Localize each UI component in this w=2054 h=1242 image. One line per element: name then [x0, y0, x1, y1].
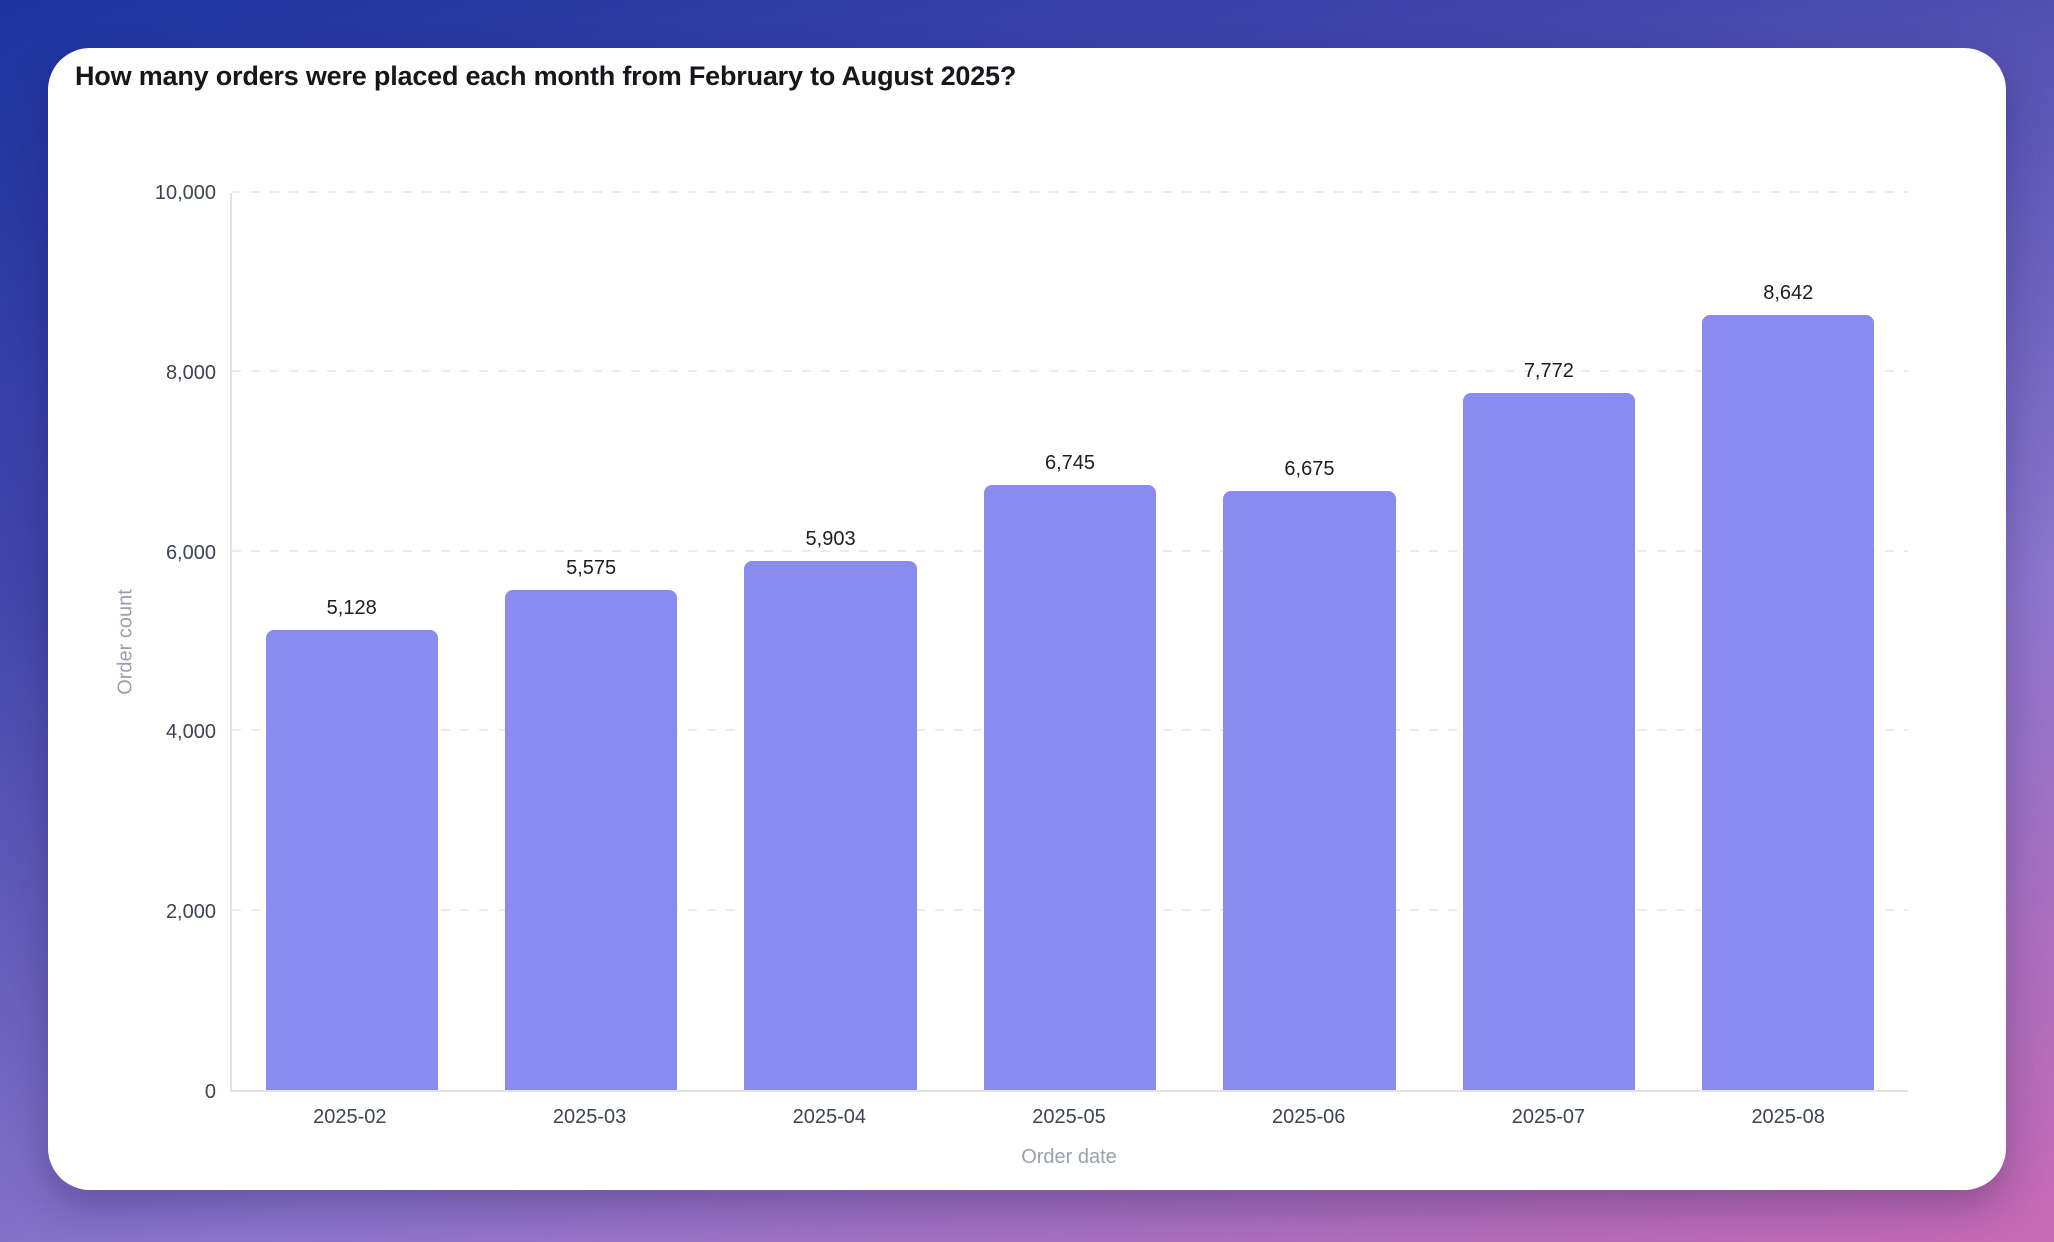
bar-2025-03[interactable]	[504, 589, 678, 1090]
bar-value-label-2025-08: 8,642	[1763, 281, 1814, 304]
gridline-8000	[232, 370, 1908, 373]
bar-value-label-2025-04: 5,903	[805, 527, 856, 550]
y-tick-label-0: 0	[204, 1081, 216, 1103]
bar-2025-04[interactable]	[744, 560, 917, 1090]
bar-value-label-2025-06: 6,675	[1284, 458, 1335, 481]
y-axis-title: Order count	[114, 589, 137, 695]
x-tick-label-2025-03: 2025-03	[552, 1106, 627, 1128]
x-tick-label-2025-04: 2025-04	[792, 1106, 866, 1128]
gridline-10000	[232, 191, 1908, 193]
bar-2025-08[interactable]	[1702, 314, 1875, 1090]
chart-card: How many orders were placed each month f…	[48, 48, 2006, 1190]
x-tick-label-2025-02: 2025-02	[313, 1106, 387, 1128]
y-tick-label-2000: 2,000	[165, 901, 216, 924]
y-tick-label-8000: 8,000	[165, 361, 216, 384]
bar-2025-02[interactable]	[265, 630, 438, 1090]
bar-value-label-2025-03: 5,575	[566, 556, 617, 579]
plot-area: 5,128 5,575 5,903 6,745 6,675 7,772 8,642	[230, 191, 1908, 1092]
x-tick-label-2025-08: 2025-08	[1751, 1106, 1825, 1128]
bar-2025-05[interactable]	[983, 484, 1157, 1090]
bar-value-label-2025-02: 5,128	[326, 597, 377, 620]
bar-value-label-2025-07: 7,772	[1523, 359, 1574, 382]
x-tick-label-2025-06: 2025-06	[1272, 1106, 1346, 1128]
x-tick-label-2025-05: 2025-05	[1032, 1106, 1106, 1128]
x-axis-ticks: 2025-02 2025-03 2025-04 2025-05 2025-06 2025-…	[230, 1102, 1908, 1134]
bar-2025-06[interactable]	[1223, 491, 1396, 1090]
chart-title: How many orders were placed each month f…	[75, 61, 1017, 91]
y-tick-label-6000: 6,000	[165, 541, 216, 564]
bar-value-label-2025-05: 6,745	[1044, 451, 1096, 474]
y-tick-label-4000: 4,000	[165, 721, 216, 744]
x-tick-label-2025-07: 2025-07	[1511, 1106, 1586, 1128]
bar-chart: How many orders were placed each month f…	[48, 48, 2006, 1190]
bar-2025-07[interactable]	[1462, 392, 1636, 1090]
x-axis-title: Order date	[1021, 1146, 1117, 1168]
y-tick-label-10000: 10,000	[154, 182, 216, 204]
